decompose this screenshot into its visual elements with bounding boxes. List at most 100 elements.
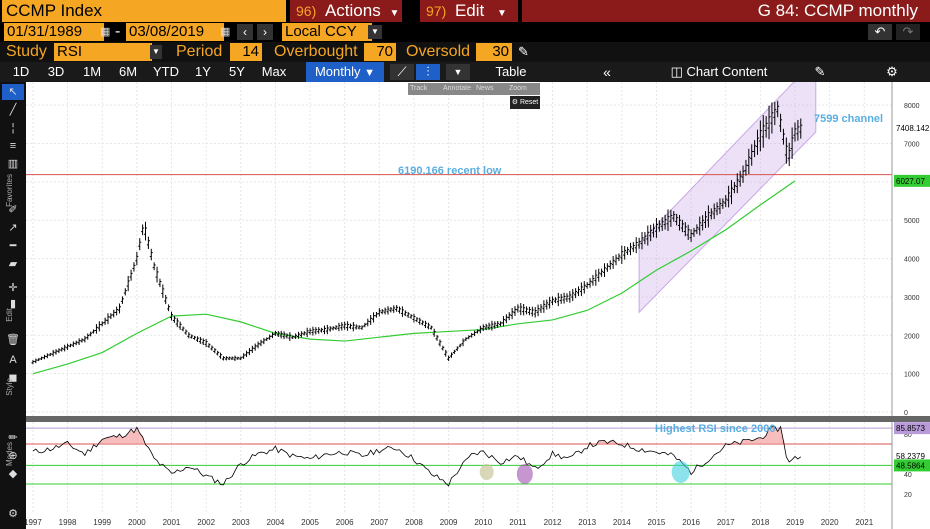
chevron-down-icon: ▼: [497, 8, 507, 19]
period-button-max[interactable]: Max: [261, 64, 287, 79]
oversold-label: Oversold: [406, 43, 471, 60]
rsi-last-tag: 58.2379: [896, 452, 925, 461]
period-input[interactable]: 14: [230, 43, 262, 61]
price-tick-label: 0: [904, 410, 908, 417]
zoom-icon[interactable]: ⊕: [8, 450, 18, 462]
gear-icon[interactable]: ⚙: [8, 508, 18, 520]
crosshair-icon[interactable]: ✛: [8, 282, 18, 294]
period-label: Period: [176, 43, 223, 60]
popup-item-annotate[interactable]: Annotate: [443, 85, 472, 92]
chart-icon: ◫: [670, 64, 683, 79]
bars-icon[interactable]: ▥: [7, 158, 19, 170]
frequency-select[interactable]: Monthly ▼: [306, 62, 384, 82]
overbought-fill: [119, 433, 123, 444]
toolbar: 1D 3D 1M 6M YTD 1Y 5Y Max Monthly ▼ ⟋ ⫶ ▼ Table…: [0, 62, 930, 82]
next-arrow-icon[interactable]: ›: [257, 24, 273, 40]
end-date-input[interactable]: 03/08/2019: [126, 23, 224, 41]
study-label: Study: [6, 43, 47, 60]
cursor-icon[interactable]: ↖: [2, 84, 24, 100]
price-chart[interactable]: 1997 1998 1999 2000 2001 2002 2003 2004 2005 2006…: [26, 82, 930, 529]
pencil-icon[interactable]: ✎: [518, 44, 529, 59]
calendar-icon[interactable]: ▦: [220, 26, 231, 38]
grid: [26, 82, 892, 512]
rsi-tick-label: 20: [904, 492, 912, 499]
period-button-1m[interactable]: 1M: [82, 64, 102, 79]
brush-icon[interactable]: ✐: [8, 204, 18, 216]
x-tick-label: 2008: [405, 518, 423, 527]
range-separator: -: [115, 23, 121, 40]
channel-label: 7599 channel: [814, 113, 883, 125]
undo-icon[interactable]: ↶: [868, 24, 892, 40]
bar-chart-icon[interactable]: ⫶: [416, 64, 440, 80]
edit-menu[interactable]: 97) Edit ▼: [420, 0, 518, 22]
fib-icon[interactable]: ≡: [9, 140, 17, 152]
x-tick-label: 2006: [336, 518, 354, 527]
study-select[interactable]: RSI: [54, 43, 152, 61]
channel-icon[interactable]: ▰: [8, 258, 18, 270]
gear-icon[interactable]: ⚙: [886, 64, 898, 79]
x-tick-label: 2013: [578, 518, 596, 527]
hline-icon[interactable]: ━: [9, 240, 17, 252]
redo-icon[interactable]: ↷: [896, 24, 920, 40]
price-tick-label: 3000: [904, 295, 920, 302]
overbought-fill: [107, 436, 111, 444]
rsi-circle-2010: [479, 464, 494, 480]
period-button-1y[interactable]: 1Y: [195, 64, 211, 79]
chart-content-button[interactable]: ◫ Chart Content: [644, 62, 794, 82]
chevron-down-icon[interactable]: ▼: [368, 25, 382, 39]
trendline-icon[interactable]: ╱: [9, 104, 17, 116]
color-icon[interactable]: ◼: [8, 372, 18, 384]
actions-menu[interactable]: 96) Actions ▼: [290, 0, 402, 22]
overbought-fill: [122, 436, 126, 444]
period-button-6m[interactable]: 6M: [118, 64, 138, 79]
chart-title: G 84: CCMP monthly: [757, 1, 918, 20]
x-tick-label: 2010: [474, 518, 492, 527]
edit-chart-icon[interactable]: ✎: [814, 64, 826, 79]
eraser-icon[interactable]: ▮: [9, 298, 17, 310]
line-chart-icon[interactable]: ⟋: [390, 64, 414, 80]
header-bar: CCMP Index 96) Actions ▼ 97) Edit ▼ G 84…: [0, 0, 930, 22]
edit-code: 97): [426, 3, 447, 19]
overbought-fill: [105, 437, 108, 444]
currency-select[interactable]: Local CCY: [282, 23, 372, 41]
chevron-down-icon[interactable]: ▼: [446, 64, 470, 80]
calendar-icon[interactable]: ▦: [100, 26, 111, 38]
period-button-ytd[interactable]: YTD: [153, 64, 179, 79]
rsi-line: [32, 425, 802, 487]
period-button-1d[interactable]: 1D: [12, 64, 30, 79]
modes-label: Modes: [5, 442, 14, 467]
pin-icon[interactable]: ¦: [11, 122, 15, 134]
collapse-icon[interactable]: «: [603, 64, 611, 80]
chart-content-label: Chart Content: [686, 64, 768, 79]
mode-icon[interactable]: ◆: [8, 468, 18, 480]
period-button-3d[interactable]: 3D: [47, 64, 65, 79]
overbought-label: Overbought: [274, 43, 358, 60]
trash-icon[interactable]: 🗑: [6, 334, 20, 346]
overbought-input[interactable]: 70: [364, 43, 396, 61]
overbought-fill: [745, 439, 749, 444]
chart-title-bar: G 84: CCMP monthly: [522, 0, 930, 22]
start-date-input[interactable]: 01/31/1989: [4, 23, 104, 41]
prev-arrow-icon[interactable]: ‹: [237, 24, 253, 40]
reset-button[interactable]: ⚙ Reset: [510, 96, 540, 109]
ray-icon[interactable]: ↗: [8, 222, 18, 234]
overbought-fill: [598, 440, 602, 444]
table-button[interactable]: Table: [476, 62, 546, 82]
price-series: [26, 100, 892, 375]
draw-icon[interactable]: ✏: [8, 432, 18, 444]
oversold-input[interactable]: 30: [476, 43, 512, 61]
rsi-high-tag-bg: [894, 422, 930, 435]
period-button-5y[interactable]: 5Y: [229, 64, 245, 79]
popup-item-news[interactable]: News: [476, 85, 494, 92]
overbought-fill: [102, 438, 106, 444]
popup-item-track[interactable]: Track: [410, 85, 428, 92]
reset-label: Reset: [519, 99, 539, 106]
text-icon[interactable]: A: [9, 354, 17, 366]
x-tick-label: 2004: [267, 518, 285, 527]
chevron-down-icon[interactable]: ▼: [150, 45, 162, 59]
popup-item-zoom[interactable]: Zoom: [509, 85, 527, 92]
security-name: CCMP Index: [6, 1, 103, 20]
security-field[interactable]: CCMP Index: [2, 0, 286, 22]
overbought-fill: [131, 429, 134, 444]
x-tick-label: 2018: [751, 518, 769, 527]
